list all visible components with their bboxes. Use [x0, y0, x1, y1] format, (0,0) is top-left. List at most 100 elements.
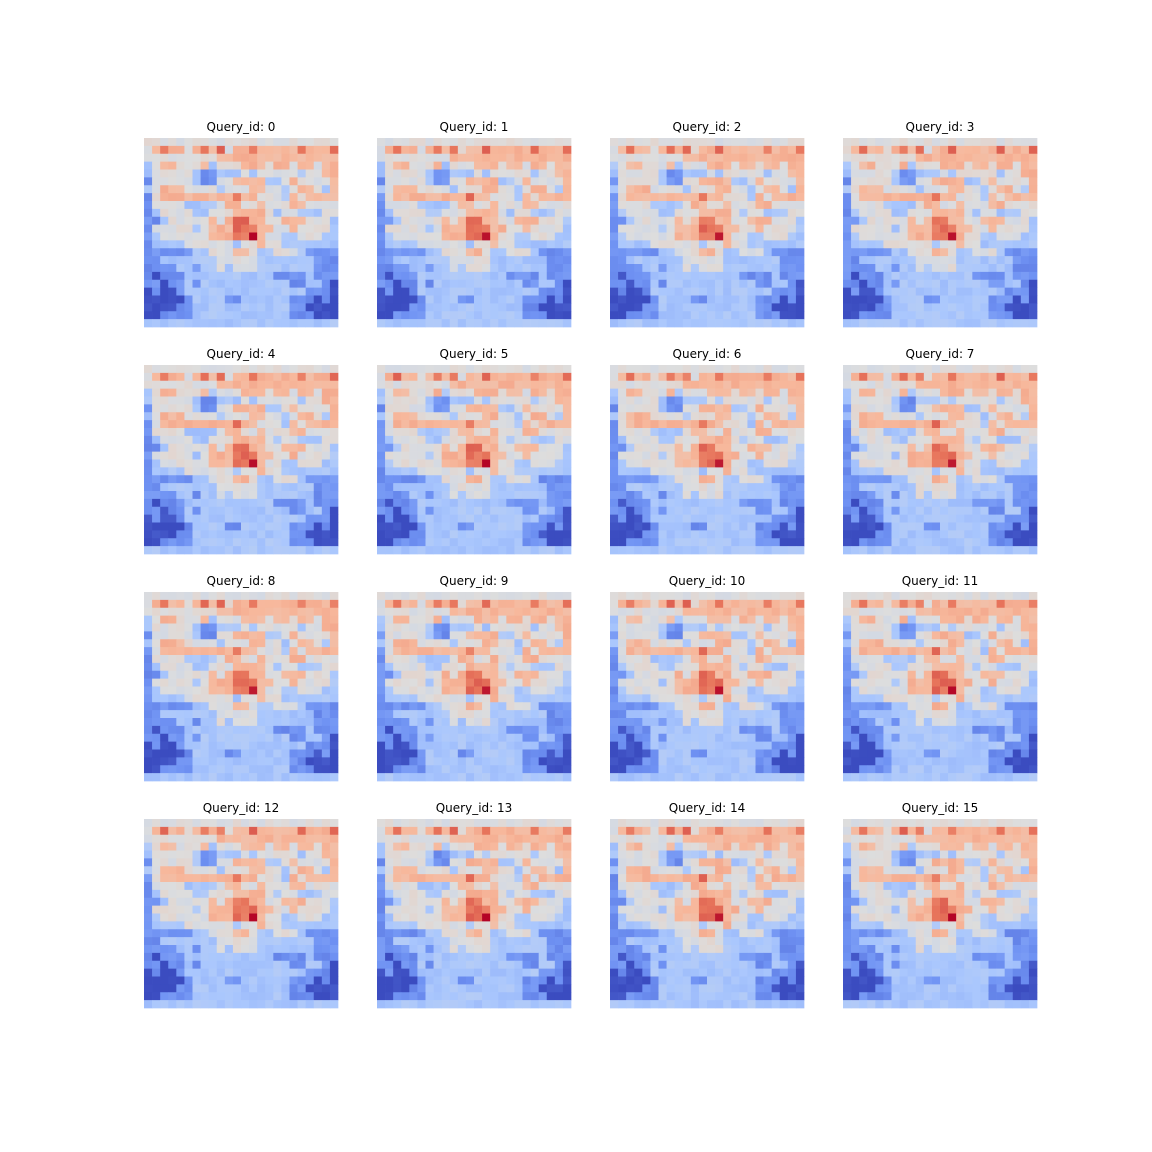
heatmap-cell — [915, 208, 925, 218]
heatmap-cell — [907, 232, 917, 241]
heatmap-cell — [666, 475, 676, 484]
heatmap-cell — [433, 248, 443, 257]
heatmap-cell — [490, 396, 499, 405]
heatmap-cell — [907, 216, 917, 225]
heatmap-cell — [698, 459, 708, 468]
heatmap-cell — [843, 295, 852, 304]
heatmap-cell — [562, 240, 572, 249]
heatmap-cell — [289, 279, 298, 288]
heatmap-cell — [634, 161, 643, 170]
heatmap-cell — [514, 232, 523, 241]
heatmap-cell — [972, 216, 981, 225]
heatmap-cell — [385, 248, 394, 257]
heatmap-cell — [948, 467, 957, 476]
heatmap-cell — [972, 538, 981, 547]
heatmap-cell — [232, 467, 242, 476]
heatmap-cell — [232, 514, 242, 523]
heatmap-cell — [996, 491, 1006, 500]
heatmap-cell — [417, 498, 426, 508]
heatmap-cell — [907, 271, 917, 281]
heatmap-cell — [321, 686, 331, 695]
heatmap-cell — [1012, 185, 1022, 194]
heatmap-cell — [739, 506, 748, 515]
heatmap-cell — [658, 459, 667, 468]
heatmap-cell — [674, 522, 684, 531]
heatmap-cell — [642, 412, 651, 421]
heatmap-cell — [281, 256, 290, 265]
heatmap-cell — [923, 435, 933, 445]
heatmap-cell — [184, 420, 193, 429]
heatmap-cell — [265, 145, 274, 155]
heatmap-cell — [305, 670, 315, 679]
heatmap-cell — [176, 451, 185, 460]
heatmap-cell — [980, 271, 989, 281]
heatmap-cell — [658, 412, 667, 421]
heatmap-cell — [972, 412, 981, 421]
heatmap-cell — [867, 396, 876, 405]
heatmap-cell — [707, 177, 716, 186]
heatmap-cell — [168, 303, 177, 312]
heatmap-cell — [964, 201, 973, 210]
heatmap-cell — [377, 161, 386, 170]
heatmap-cell — [980, 153, 989, 162]
heatmap-cell — [948, 279, 957, 288]
heatmap-cell — [739, 138, 748, 147]
heatmap-cell — [393, 264, 402, 273]
heatmap-cell — [224, 201, 234, 210]
heatmap-cell — [546, 256, 556, 265]
heatmap-cell — [915, 506, 925, 515]
heatmap-cell — [996, 530, 1006, 539]
heatmap-cell — [715, 428, 724, 437]
heatmap-cell — [144, 491, 153, 500]
heatmap-cell — [956, 240, 965, 249]
heatmap-cell — [907, 264, 917, 273]
heatmap-cell — [176, 412, 185, 421]
heatmap-cell — [899, 396, 909, 405]
heatmap-cell — [988, 459, 997, 468]
heatmap-cell — [771, 506, 781, 515]
heatmap-cell — [899, 365, 909, 374]
heatmap-cell — [433, 506, 443, 515]
heatmap-cell — [249, 428, 258, 437]
heatmap-cell — [474, 538, 483, 547]
heatmap-cell — [305, 271, 315, 281]
heatmap-cell — [562, 522, 572, 531]
heatmap-cell — [257, 372, 266, 382]
heatmap-cell — [377, 530, 386, 539]
heatmap-cell — [698, 287, 708, 296]
heatmap-cell — [417, 546, 426, 555]
heatmap-cell — [626, 193, 635, 202]
heatmap-cell — [321, 662, 331, 672]
heatmap-cell — [771, 522, 781, 531]
heatmap-cell — [409, 522, 418, 531]
heatmap-cell — [964, 287, 973, 296]
heatmap-cell — [329, 506, 339, 515]
heatmap-cell — [731, 459, 740, 468]
heatmap-cell — [313, 287, 323, 296]
heatmap-cell — [289, 491, 298, 500]
heatmap-cell — [787, 201, 797, 210]
heatmap-cell — [723, 546, 732, 555]
heatmap-cell — [184, 216, 193, 225]
heatmap-cell — [891, 208, 900, 218]
heatmap-cell — [522, 153, 531, 162]
heatmap-cell — [152, 224, 161, 233]
heatmap-cell — [972, 388, 981, 397]
heatmap-cell — [329, 264, 339, 273]
heatmap-cell — [891, 287, 900, 296]
heatmap-cell — [200, 396, 210, 405]
heatmap-cell — [506, 467, 515, 476]
heatmap-cell — [739, 185, 748, 194]
heatmap-cell — [393, 404, 402, 413]
heatmap-cell — [425, 216, 434, 225]
heatmap-cell — [313, 530, 323, 539]
heatmap-cell — [674, 216, 684, 225]
heatmap-cell — [674, 224, 684, 233]
heatmap-cell — [329, 420, 339, 429]
heatmap-cell — [224, 655, 234, 664]
heatmap-cell — [530, 380, 540, 389]
heatmap-cell — [506, 248, 515, 257]
heatmap-cell — [184, 639, 193, 648]
heatmap-cell — [224, 287, 234, 296]
heatmap-cell — [948, 287, 957, 296]
